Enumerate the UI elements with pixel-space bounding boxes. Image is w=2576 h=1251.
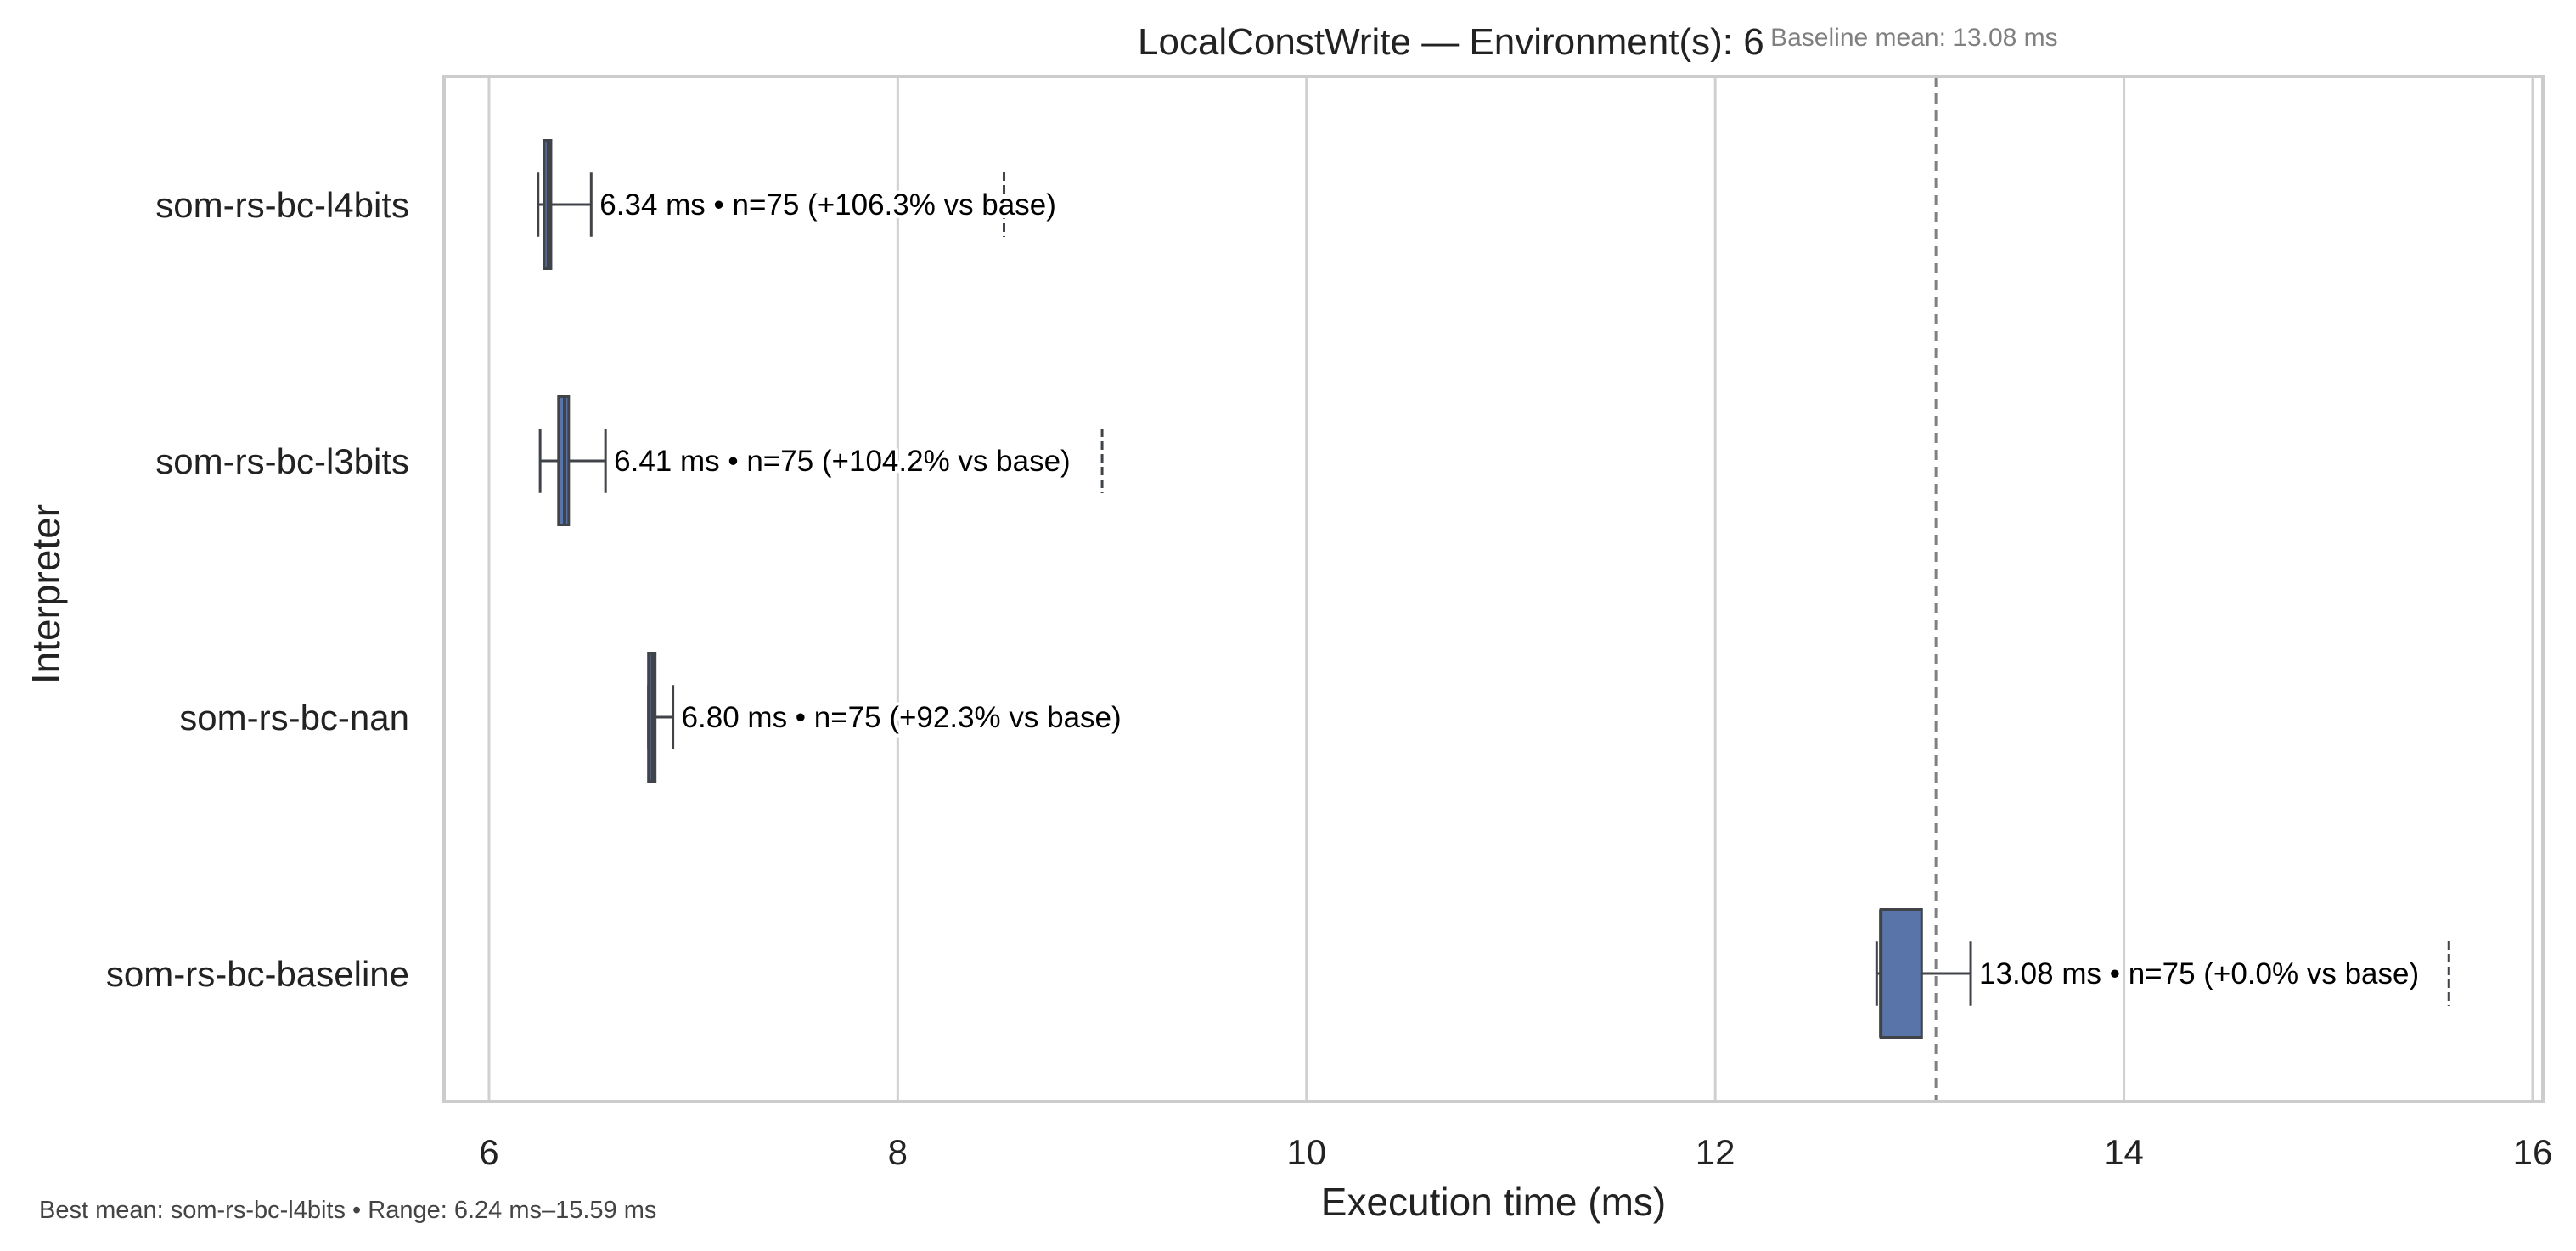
box-data-label: 6.80 ms • n=75 (+92.3% vs base) xyxy=(682,701,1122,734)
box-data-label: 6.34 ms • n=75 (+106.3% vs base) xyxy=(599,188,1056,222)
box-data-label: 13.08 ms • n=75 (+0.0% vs base) xyxy=(1979,957,2419,990)
chart-title: LocalConstWrite — Environment(s): 6 xyxy=(1138,21,1764,63)
labels-layer: 6 8 10 12 14 16 Baseline mean: 13.08 ms som-rs-… xyxy=(106,24,2552,1172)
x-axis-label: Execution time (ms) xyxy=(1321,1180,1666,1224)
y-category-label: som-rs-bc-nan xyxy=(179,698,409,738)
y-category-label: som-rs-bc-baseline xyxy=(106,954,409,994)
box-data-label: 6.41 ms • n=75 (+104.2% vs base) xyxy=(614,445,1071,478)
x-tick-label: 10 xyxy=(1286,1132,1326,1172)
x-tick-label: 16 xyxy=(2513,1132,2553,1172)
y-category-label: som-rs-bc-l3bits xyxy=(155,441,409,481)
box-group xyxy=(537,139,1006,270)
grid-layer xyxy=(487,76,2534,1102)
footnote: Best mean: som-rs-bc-l4bits • Range: 6.2… xyxy=(39,1197,656,1224)
x-tick-label: 12 xyxy=(1696,1132,1735,1172)
x-tick-label: 14 xyxy=(2104,1132,2144,1172)
box-group xyxy=(538,395,1104,526)
box-iqr xyxy=(1879,908,1923,1039)
marks-layer xyxy=(537,76,2450,1102)
baseline-label: Baseline mean: 13.08 ms xyxy=(1770,24,2058,52)
x-tick-label: 6 xyxy=(479,1132,498,1172)
y-axis-label: Interpreter xyxy=(24,504,68,684)
box-group xyxy=(647,652,675,783)
y-category-label: som-rs-bc-l4bits xyxy=(155,185,409,225)
box-group xyxy=(1875,908,2450,1039)
plot-frame xyxy=(442,75,2545,1103)
x-tick-label: 8 xyxy=(888,1132,908,1172)
